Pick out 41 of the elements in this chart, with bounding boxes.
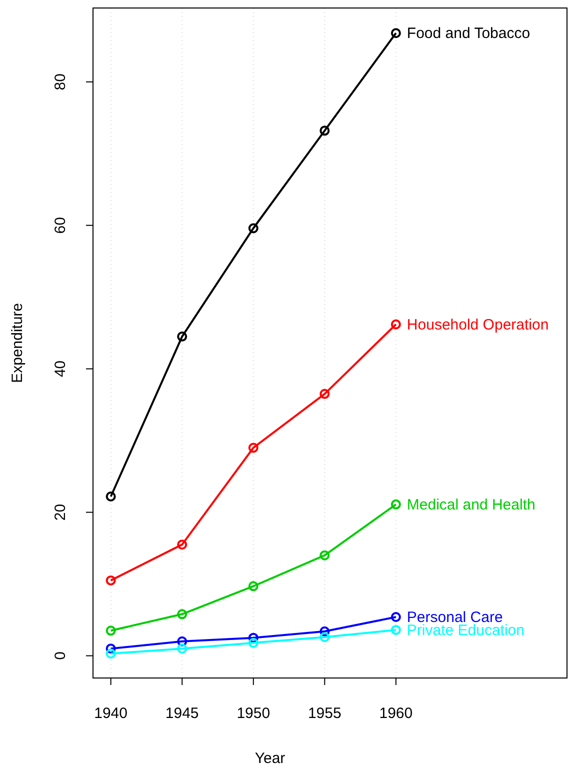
point: [106, 626, 116, 636]
point: [177, 644, 188, 654]
x-tick-label: 1945: [165, 705, 199, 722]
point: [320, 550, 330, 560]
point: [106, 492, 116, 502]
y-tick-label: 40: [52, 360, 69, 378]
y-axis-title: Expenditure: [9, 302, 26, 384]
series-label: Private Education: [406, 622, 525, 639]
x-tick-label: 1955: [308, 705, 342, 722]
point: [320, 626, 330, 636]
y-tick-label: 20: [52, 504, 69, 521]
point: [390, 319, 401, 330]
point: [177, 636, 188, 646]
point: [177, 540, 188, 550]
point: [390, 499, 401, 510]
x-tick-label: 1950: [236, 705, 270, 722]
x-tick-label: 1940: [94, 705, 128, 722]
point: [390, 612, 401, 622]
point: [248, 442, 258, 453]
y-tick-label: 0: [52, 652, 69, 660]
point: [177, 609, 188, 620]
point: [106, 644, 116, 654]
point: [177, 332, 188, 342]
point: [248, 638, 258, 648]
x-tick-label: 1960: [379, 705, 413, 722]
point: [106, 575, 116, 586]
series-label: Household Operation: [406, 316, 549, 334]
point: [248, 581, 258, 592]
y-tick-label: 80: [52, 74, 69, 90]
series-label: Medical and Health: [406, 496, 536, 514]
point: [390, 28, 401, 38]
x-axis-title: Year: [254, 750, 286, 767]
point: [106, 648, 116, 659]
point: [320, 632, 330, 642]
point: [320, 388, 330, 399]
y-tick-label: 60: [52, 217, 69, 234]
point: [248, 632, 258, 643]
point: [320, 126, 330, 136]
point: [248, 223, 258, 234]
point: [390, 624, 401, 635]
series-label: Food and Tobacco: [406, 25, 530, 42]
